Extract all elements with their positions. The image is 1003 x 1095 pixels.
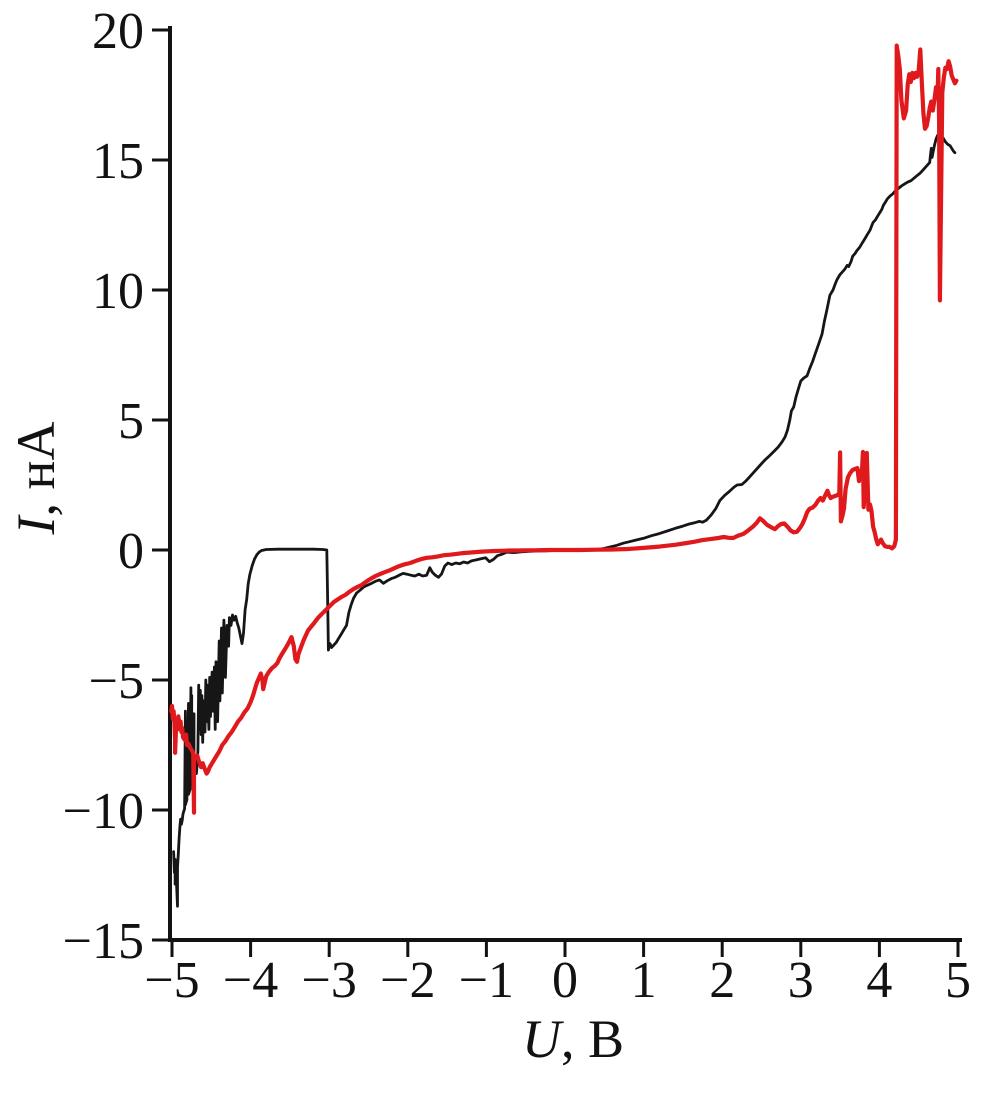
y-tick-label: 20 — [92, 3, 144, 60]
x-tick-label: 3 — [788, 952, 814, 1009]
red-curve — [169, 43, 959, 815]
x-tick-label: 4 — [866, 952, 892, 1009]
y-tick-label: −5 — [89, 653, 144, 710]
y-axis-title: I, нА — [6, 422, 66, 536]
x-tick-label: 0 — [552, 952, 578, 1009]
x-tick-label: −2 — [380, 952, 435, 1009]
y-tick-label: −15 — [63, 913, 144, 970]
x-tick-label: 2 — [709, 952, 735, 1009]
x-tick-label: −3 — [302, 952, 357, 1009]
y-tick-label: 5 — [118, 393, 144, 450]
x-tick-label: 5 — [945, 952, 971, 1009]
y-tick-label: 10 — [92, 263, 144, 320]
x-tick-label: 1 — [631, 952, 657, 1009]
x-tick-label: −5 — [144, 952, 199, 1009]
x-axis-title: U, В — [522, 1009, 624, 1069]
y-tick-label: 15 — [92, 133, 144, 190]
x-tick-label: −4 — [223, 952, 278, 1009]
y-tick-label: −10 — [63, 783, 144, 840]
black-curve — [172, 132, 957, 908]
x-tick-label: −1 — [459, 952, 514, 1009]
y-tick-label: 0 — [118, 523, 144, 580]
